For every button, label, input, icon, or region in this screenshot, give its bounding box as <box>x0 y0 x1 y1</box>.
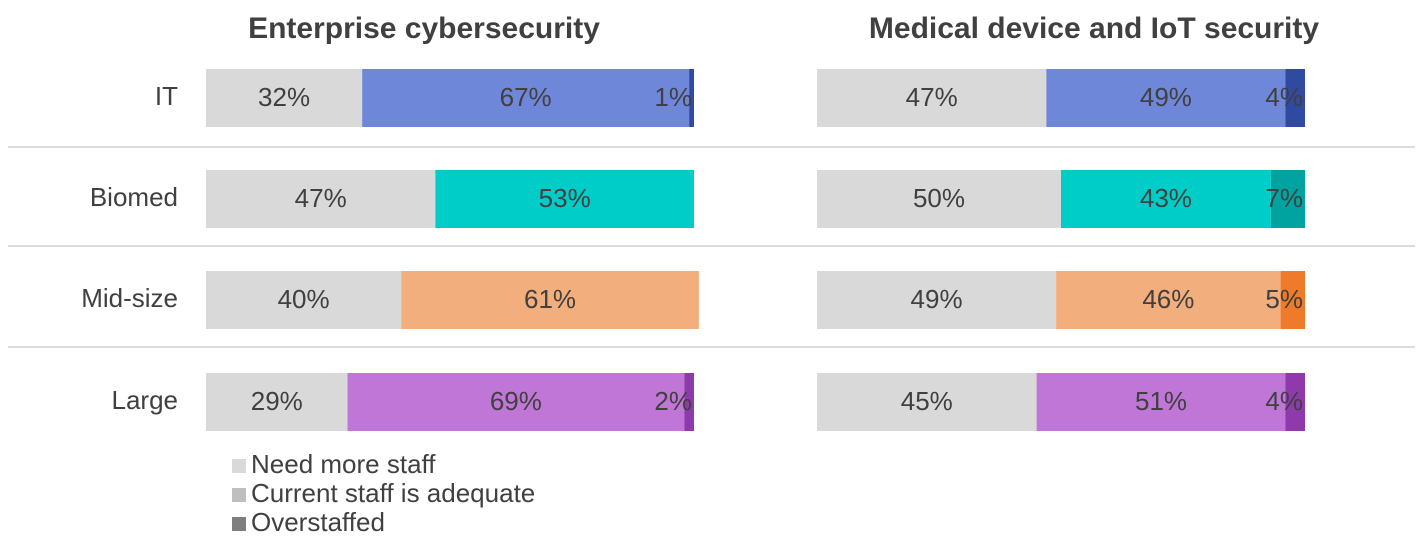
legend-label: Current staff is adequate <box>251 478 535 508</box>
bar-segment <box>347 373 685 431</box>
bar-segment <box>817 170 1061 228</box>
data-label: 43% <box>1140 183 1192 213</box>
data-label: 67% <box>500 82 552 112</box>
legend-label: Overstaffed <box>251 507 385 537</box>
bar-segment <box>401 271 699 329</box>
bar-segment <box>817 271 1057 329</box>
category-label: Biomed <box>90 182 178 212</box>
bar-segment <box>362 69 690 127</box>
bar-segment <box>206 373 348 431</box>
chart-title: Enterprise cybersecurity <box>248 12 600 45</box>
chart-title: Medical device and IoT security <box>869 12 1319 45</box>
bar-segment <box>1056 271 1281 329</box>
data-label: 69% <box>490 386 542 416</box>
bar-segment <box>1036 373 1286 431</box>
data-label: 50% <box>913 183 965 213</box>
legend-swatch <box>232 517 246 531</box>
bar-segment <box>1061 170 1271 228</box>
data-label: 40% <box>278 284 330 314</box>
data-label: 4% <box>1265 82 1303 112</box>
bar-segment <box>1280 271 1305 329</box>
category-label: Mid-size <box>81 283 178 313</box>
data-label: 45% <box>901 386 953 416</box>
data-label: 2% <box>654 386 692 416</box>
data-label: 47% <box>906 82 958 112</box>
bar-segment <box>1046 69 1286 127</box>
legend-label: Need more staff <box>251 449 436 479</box>
data-label: 47% <box>295 183 347 213</box>
data-label: 29% <box>251 386 303 416</box>
bar-segment <box>1285 373 1305 431</box>
bar-segment <box>435 170 694 228</box>
legend-swatch <box>232 459 246 473</box>
bar-segment <box>206 69 363 127</box>
bar-segment <box>206 170 436 228</box>
bar-segment <box>1285 69 1305 127</box>
data-label: 49% <box>1140 82 1192 112</box>
data-label: 51% <box>1135 386 1187 416</box>
category-label: Large <box>112 385 179 415</box>
data-label: 61% <box>524 284 576 314</box>
data-label: 1% <box>654 82 692 112</box>
category-label: IT <box>155 81 178 111</box>
bar-segment <box>689 69 694 127</box>
data-label: 46% <box>1142 284 1194 314</box>
legend-swatch <box>232 488 246 502</box>
data-label: 5% <box>1265 284 1303 314</box>
data-label: 4% <box>1265 386 1303 416</box>
bar-segment <box>1270 170 1305 228</box>
bar-segment <box>206 271 402 329</box>
data-label: 53% <box>539 183 591 213</box>
data-label: 7% <box>1265 183 1303 213</box>
data-label: 49% <box>911 284 963 314</box>
bar-segment <box>684 373 694 431</box>
data-label: 32% <box>258 82 310 112</box>
bar-segment <box>817 69 1047 127</box>
bar-segment <box>817 373 1037 431</box>
